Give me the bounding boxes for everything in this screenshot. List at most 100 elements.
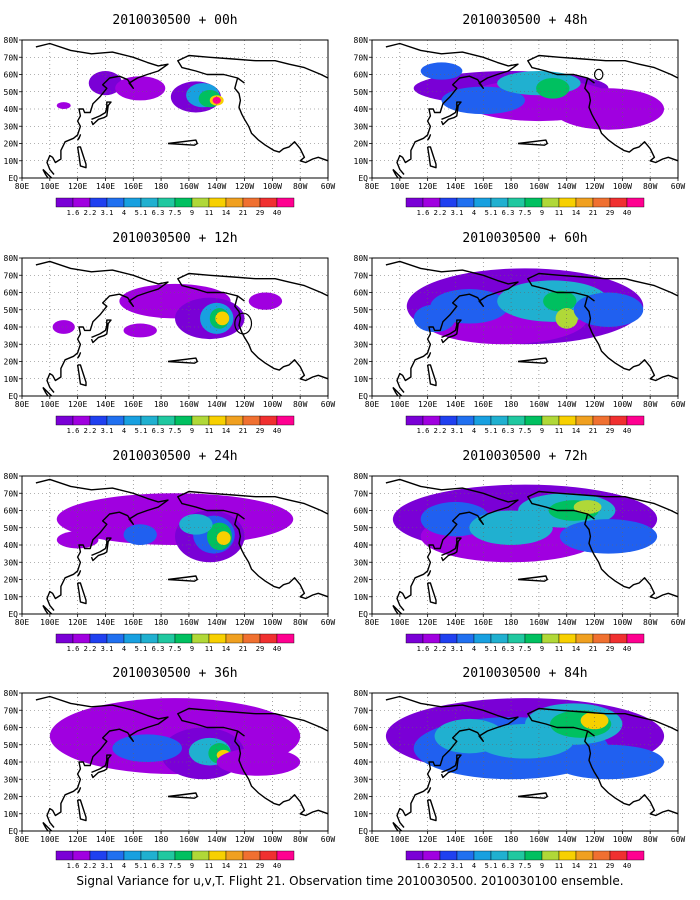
lat-tick-label: 70N — [4, 489, 19, 498]
colorbar-swatch — [507, 850, 526, 861]
lat-tick-label: 80N — [4, 689, 19, 698]
lon-tick-label: 120E — [418, 835, 437, 844]
lon-tick-label: 80W — [293, 618, 308, 627]
coastline — [385, 260, 470, 273]
panel-title: 2010030500 + 72h — [462, 449, 587, 464]
colorbar-swatch — [439, 197, 458, 208]
lat-tick-label: EQ — [8, 827, 18, 836]
colorbar-swatch — [191, 415, 210, 426]
colorbar-label: 6.3 — [152, 427, 165, 435]
colorbar-swatch — [55, 415, 74, 426]
colorbar-swatch — [55, 850, 74, 861]
colorbar-label: 2.2 — [84, 862, 97, 870]
colorbar-swatch — [225, 197, 244, 208]
colorbar-label: 40 — [273, 427, 281, 435]
colorbar-swatch — [456, 415, 475, 426]
lon-tick-label: 180 — [504, 835, 519, 844]
colorbar-swatch — [157, 850, 176, 861]
colorbar-label: 40 — [623, 427, 631, 435]
coastline — [177, 707, 328, 737]
colorbar-swatch — [72, 415, 91, 426]
lon-tick-label: 80E — [15, 618, 30, 627]
lon-tick-label: 80E — [15, 400, 30, 409]
map-panel: 2010030500 + 12h 80E 100E 120E 140E 160E 180 16… — [4, 231, 336, 435]
lat-tick-label: 70N — [4, 706, 19, 715]
variance-contour — [115, 76, 166, 101]
colorbar-label: 1.6 — [417, 427, 430, 435]
map-panel: 2010030500 + 84h 80E 100E 120E 140E 160E 180 16… — [354, 666, 686, 870]
colorbar-swatch — [55, 197, 74, 208]
lon-tick-label: 80W — [643, 400, 658, 409]
colorbar-label: 7.5 — [169, 209, 182, 217]
colorbar-label: 11 — [555, 645, 563, 653]
colorbar-label: 14 — [222, 862, 230, 870]
lat-tick-label: 60N — [354, 71, 369, 80]
variance-contour — [420, 62, 463, 80]
colorbar-label: 2.2 — [84, 427, 97, 435]
coastline — [392, 821, 403, 831]
colorbar-swatch — [422, 197, 441, 208]
colorbar-label: 9 — [540, 862, 544, 870]
coastline — [427, 570, 432, 577]
lon-tick-label: 80E — [15, 182, 30, 191]
colorbar-label: 21 — [239, 427, 247, 435]
lon-tick-label: 140E — [446, 618, 465, 627]
colorbar: 1.6 2.2 3.1 4 5.1 6.3 7.5 9 11 14 21 29 40 — [405, 633, 645, 653]
lon-tick-label: 80E — [365, 400, 380, 409]
variance-contour — [123, 524, 157, 546]
colorbar-swatch — [541, 850, 560, 861]
colorbar-swatch — [575, 415, 594, 426]
lat-tick-label: 50N — [4, 306, 19, 315]
colorbar-label: 4 — [472, 862, 476, 870]
lat-tick-label: 20N — [4, 358, 19, 367]
coastline — [234, 77, 328, 164]
map-panel: 2010030500 + 36h 80E 100E 120E 140E 160E 180 16… — [4, 666, 336, 870]
colorbar-swatch — [106, 633, 125, 644]
variance-contour — [559, 519, 658, 554]
colorbar-swatch — [592, 197, 611, 208]
panel-title: 2010030500 + 00h — [112, 13, 237, 28]
colorbar-swatch — [123, 633, 142, 644]
lat-tick-label: 30N — [354, 340, 369, 349]
colorbar-swatch — [558, 197, 577, 208]
lat-tick-label: EQ — [8, 392, 18, 401]
coastline — [385, 478, 470, 491]
variance-contour — [52, 320, 75, 334]
lon-tick-label: 100E — [40, 618, 59, 627]
map-area — [22, 693, 328, 831]
colorbar-label: 21 — [239, 209, 247, 217]
colorbar-label: 1.6 — [67, 645, 80, 653]
panel-title: 2010030500 + 84h — [462, 666, 587, 681]
colorbar-swatch — [191, 197, 210, 208]
colorbar-swatch — [225, 633, 244, 644]
colorbar-swatch — [191, 633, 210, 644]
coastline — [385, 42, 470, 55]
colorbar: 1.6 2.2 3.1 4 5.1 6.3 7.5 9 11 14 21 29 40 — [405, 850, 645, 870]
lat-tick-label: 50N — [354, 524, 369, 533]
colorbar-label: 6.3 — [502, 862, 515, 870]
lon-tick-label: 80W — [293, 182, 308, 191]
colorbar-swatch — [140, 850, 159, 861]
lon-tick-label: 100E — [40, 400, 59, 409]
lon-tick-label: 100W — [263, 400, 282, 409]
lat-tick-label: 80N — [4, 472, 19, 481]
colorbar-label: 21 — [239, 862, 247, 870]
observation-circle — [234, 312, 253, 335]
lat-tick-label: 60N — [354, 507, 369, 516]
lon-tick-label: 100E — [390, 400, 409, 409]
lat-tick-label: 50N — [354, 88, 369, 97]
colorbar-label: 2.2 — [84, 209, 97, 217]
colorbar-label: 14 — [222, 427, 230, 435]
colorbar-label: 3.1 — [101, 862, 114, 870]
coastline — [426, 134, 432, 141]
variance-contour — [123, 323, 157, 338]
lat-tick-label: EQ — [358, 827, 368, 836]
lon-tick-label: 100E — [390, 618, 409, 627]
colorbar-swatch — [592, 850, 611, 861]
panel-title: 2010030500 + 48h — [462, 13, 587, 28]
colorbar-label: 7.5 — [519, 427, 532, 435]
lon-tick-label: 100E — [390, 835, 409, 844]
lon-tick-label: 140W — [557, 835, 576, 844]
colorbar-label: 7.5 — [169, 427, 182, 435]
lat-tick-label: 60N — [4, 507, 19, 516]
